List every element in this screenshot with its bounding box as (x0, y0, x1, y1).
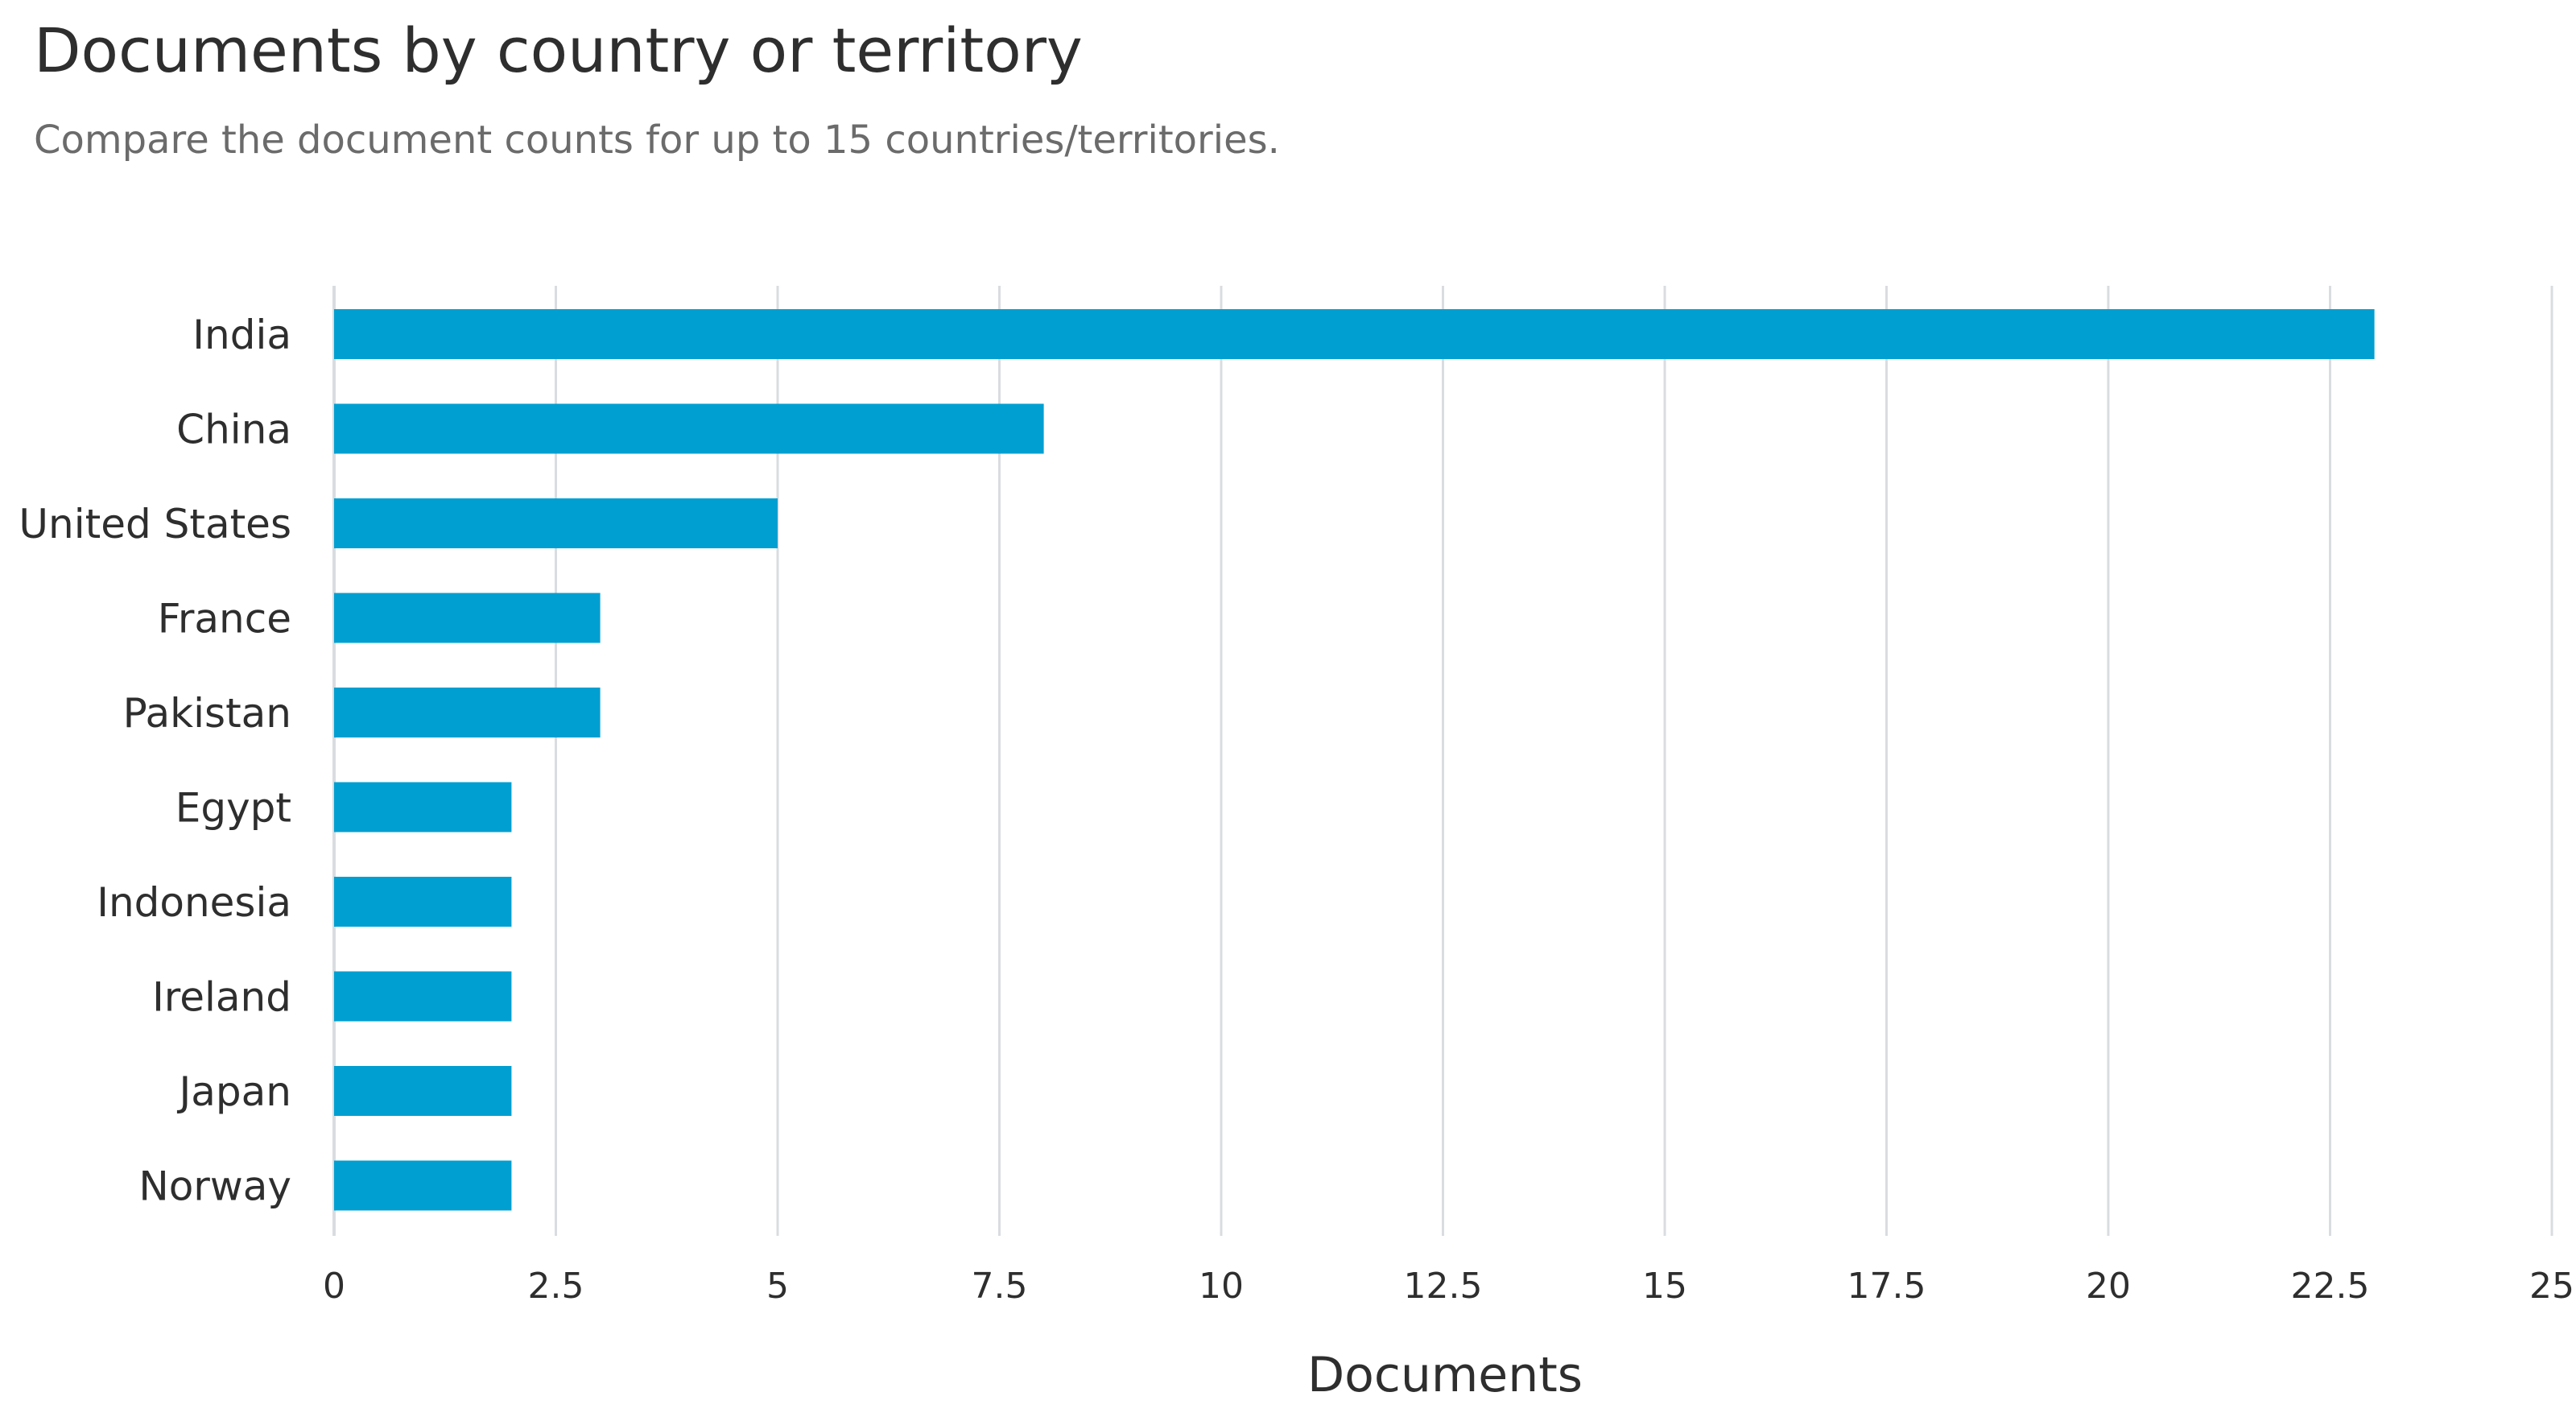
x-tick-label: 10 (1199, 1266, 1244, 1307)
x-tick-label: 20 (2086, 1266, 2131, 1307)
x-tick-label: 22.5 (2291, 1266, 2370, 1307)
bar-egypt[interactable] (334, 782, 512, 832)
x-tick-labels: 0 2.5 5 7.5 10 12.5 15 17.5 20 22.5 25 (323, 1266, 2574, 1307)
x-tick-label: 17.5 (1847, 1266, 1926, 1307)
x-tick-label: 15 (1642, 1266, 1687, 1307)
page-subtitle: Compare the document counts for up to 15… (34, 118, 1280, 163)
page-title: Documents by country or territory (34, 14, 1083, 86)
category-label: Norway (138, 1163, 291, 1210)
bar-india[interactable] (334, 309, 2375, 359)
bar-ireland[interactable] (334, 971, 512, 1022)
bar-norway[interactable] (334, 1160, 512, 1211)
category-label: Japan (177, 1068, 291, 1115)
category-label: India (192, 312, 291, 358)
x-tick-label: 2.5 (528, 1266, 584, 1307)
category-label: Indonesia (97, 879, 291, 926)
bar-pakistan[interactable] (334, 688, 601, 737)
bar-indonesia[interactable] (334, 877, 512, 927)
category-label: Ireland (152, 974, 291, 1021)
x-tick-label: 7.5 (972, 1266, 1028, 1307)
x-tick-label: 0 (323, 1266, 345, 1307)
category-label: France (158, 596, 291, 642)
bar-united-states[interactable] (334, 498, 778, 548)
bar-china[interactable] (334, 403, 1044, 454)
x-axis-title: Documents (1307, 1347, 1583, 1403)
category-labels: India China United States France Pakistan Egy… (19, 312, 291, 1210)
category-label: China (176, 407, 291, 453)
category-label: Pakistan (123, 690, 291, 737)
x-tick-label: 5 (766, 1266, 789, 1307)
x-tick-label: 12.5 (1404, 1266, 1483, 1307)
category-label: Egypt (175, 785, 291, 832)
x-tick-label: 25 (2529, 1266, 2574, 1307)
bar-france[interactable] (334, 593, 601, 643)
category-label: United States (19, 501, 291, 547)
bar-japan[interactable] (334, 1066, 512, 1116)
bars (334, 309, 2375, 1211)
